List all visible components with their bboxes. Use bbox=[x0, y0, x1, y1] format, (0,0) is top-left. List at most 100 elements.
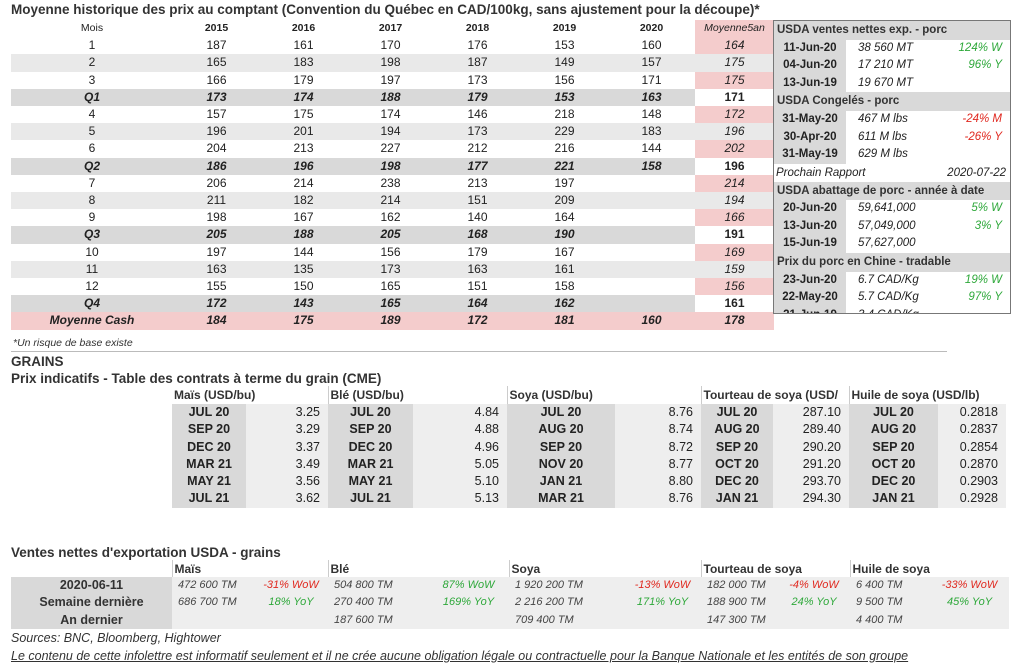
contract-month: DEC 20 bbox=[328, 438, 413, 456]
export-volume: 6 400 TM bbox=[850, 577, 930, 595]
export-change bbox=[624, 611, 701, 629]
price-cell: 177 bbox=[434, 157, 521, 175]
five-year-average-cell: 178 bbox=[695, 312, 774, 330]
contract-price: 291.20 bbox=[773, 455, 849, 474]
usda-data-row: 22-May-20 5.7 CAD/Kg 97% Y bbox=[774, 289, 1010, 307]
price-cell: 158 bbox=[608, 157, 695, 175]
contract-price: 4.84 bbox=[413, 404, 507, 422]
contract-month: JAN 21 bbox=[507, 473, 615, 491]
contract-price: 290.20 bbox=[773, 438, 849, 456]
export-change: -33% WoW bbox=[930, 577, 1009, 595]
price-cell bbox=[608, 175, 695, 192]
usda-change: 3% Y bbox=[974, 219, 1002, 232]
price-cell: 140 bbox=[467, 210, 488, 225]
export-volume: 504 800 TM bbox=[328, 577, 428, 595]
contract-price: 3.37 bbox=[246, 438, 328, 456]
five-year-average-cell: 196 bbox=[695, 123, 774, 141]
month-row: 10 197 144 156 179 167 169 bbox=[11, 243, 774, 261]
price-cell bbox=[608, 244, 695, 261]
price-cell: 211 bbox=[173, 192, 260, 210]
row-label: Moyenne Cash bbox=[11, 312, 173, 330]
price-cell: 144 bbox=[293, 244, 314, 259]
month-row: 6 204 213 227 212 216 144 202 bbox=[11, 140, 774, 158]
price-cell: 165 bbox=[347, 295, 434, 313]
quarter-row: Q4 172 143 165 164 162 161 bbox=[11, 295, 774, 313]
price-cell: 221 bbox=[521, 157, 608, 175]
price-cell: 174 bbox=[260, 88, 347, 107]
price-cell: 153 bbox=[521, 88, 608, 107]
contract-price: 0.2818 bbox=[938, 404, 1006, 422]
export-volume: 472 600 TM bbox=[172, 577, 254, 595]
contract-price: 3.25 bbox=[246, 404, 328, 422]
usda-change: 96% Y bbox=[968, 59, 1002, 72]
month-row: 4 157 175 174 146 218 148 172 bbox=[11, 106, 774, 124]
five-year-average-cell: 175 bbox=[695, 54, 774, 72]
row-label: 7 bbox=[88, 175, 96, 190]
price-cell: 172 bbox=[434, 312, 521, 330]
export-volume: 1 920 200 TM bbox=[509, 577, 624, 595]
five-year-average-cell: 172 bbox=[695, 106, 774, 124]
month-row: 9 198 167 162 140 164 166 bbox=[11, 209, 774, 227]
price-cell: 218 bbox=[554, 107, 575, 122]
row-label: 6 bbox=[88, 141, 96, 156]
contract-price: 8.72 bbox=[615, 438, 701, 456]
usda-value: 19 670 MT bbox=[858, 76, 913, 89]
price-cell bbox=[608, 192, 695, 210]
export-row: Semaine dernière 686 700 TM 18% YoY 270 400… bbox=[11, 594, 1009, 612]
contract-month: DEC 20 bbox=[849, 473, 938, 491]
five-year-average-cell: 161 bbox=[695, 295, 774, 313]
contract-price: 5.05 bbox=[413, 455, 507, 474]
price-cell: 164 bbox=[554, 210, 575, 225]
price-cell: 187 bbox=[434, 54, 521, 72]
contract-month: SEP 20 bbox=[507, 438, 615, 456]
usda-date: 22-May-20 bbox=[774, 289, 846, 307]
contract-month: OCT 20 bbox=[849, 455, 938, 474]
row-label: Q2 bbox=[11, 157, 173, 175]
contract-month: SEP 20 bbox=[328, 421, 413, 439]
contract-price: 4.96 bbox=[413, 438, 507, 456]
price-cell: 173 bbox=[434, 123, 521, 141]
price-cell: 149 bbox=[521, 54, 608, 72]
contract-price: 287.10 bbox=[773, 404, 849, 422]
price-cell: 161 bbox=[293, 38, 314, 53]
row-label: 11 bbox=[11, 260, 173, 279]
usda-date: 20-Jun-20 bbox=[774, 200, 846, 218]
price-cell: 183 bbox=[608, 123, 695, 141]
commodity-header: Soya (USD/bu) bbox=[506, 386, 701, 404]
contract-price: 8.76 bbox=[615, 404, 701, 422]
usda-value: 611 M lbs bbox=[858, 130, 908, 143]
contract-price: 8.74 bbox=[615, 421, 701, 439]
grain-export-sales-table: Maïs Blé Soya Tourteau de soya Huile de soya… bbox=[11, 560, 1009, 629]
commodity-header: Maïs (USD/bu) bbox=[172, 386, 328, 404]
month-row: 5 196 201 194 173 229 183 196 bbox=[11, 123, 774, 141]
row-label: 5 bbox=[11, 123, 173, 141]
month-row: 1 187 161 170 176 153 160 164 bbox=[11, 37, 774, 55]
five-year-average-cell: 166 bbox=[695, 209, 774, 227]
price-cell: 153 bbox=[554, 38, 575, 53]
price-cell: 166 bbox=[206, 72, 227, 87]
contract-month: MAY 21 bbox=[328, 473, 413, 491]
contract-month: DEC 20 bbox=[701, 473, 773, 491]
price-cell: 175 bbox=[260, 312, 347, 330]
price-cell: 158 bbox=[554, 279, 575, 294]
price-cell: 214 bbox=[347, 192, 434, 210]
usda-data-row: 31-May-20 467 M lbs -24% M bbox=[774, 111, 1010, 129]
contract-month: MAY 21 bbox=[172, 473, 246, 491]
next-report-date: 2020-07-22 bbox=[947, 166, 1006, 179]
period-label: 2020-06-11 bbox=[11, 577, 172, 595]
price-cell: 213 bbox=[293, 141, 314, 156]
price-cell bbox=[608, 278, 695, 295]
price-cell: 198 bbox=[206, 210, 227, 225]
price-cell: 196 bbox=[173, 123, 260, 141]
cash-average-row: Moyenne Cash 184 175 189 172 181 160 178 bbox=[11, 312, 774, 330]
price-cell: 216 bbox=[554, 141, 575, 156]
export-sales-title: Ventes nettes d'exportation USDA - grain… bbox=[11, 545, 281, 560]
contract-month: JAN 21 bbox=[701, 490, 773, 508]
price-cell: 146 bbox=[467, 107, 488, 122]
five-year-average-cell: 175 bbox=[695, 71, 774, 89]
contract-month: AUG 20 bbox=[701, 421, 773, 439]
price-cell: 155 bbox=[206, 279, 227, 294]
contract-price: 3.62 bbox=[246, 490, 328, 508]
export-volume bbox=[172, 611, 254, 629]
price-cell: 173 bbox=[467, 72, 488, 87]
